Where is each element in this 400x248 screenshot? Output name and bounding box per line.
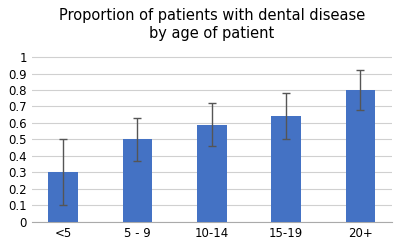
Title: Proportion of patients with dental disease
by age of patient: Proportion of patients with dental disea… (59, 8, 365, 41)
Bar (122, 139, 152, 222)
Bar (271, 116, 301, 222)
Bar (197, 124, 227, 222)
Bar (346, 90, 375, 222)
Bar (48, 172, 78, 222)
